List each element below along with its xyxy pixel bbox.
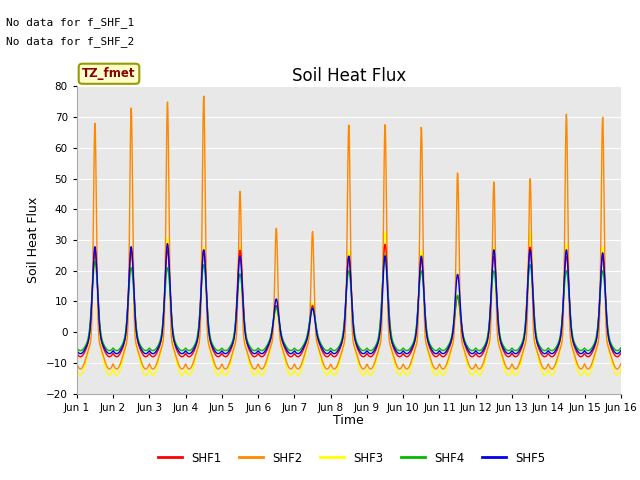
Y-axis label: Soil Heat Flux: Soil Heat Flux	[28, 197, 40, 283]
Text: No data for f_SHF_1: No data for f_SHF_1	[6, 17, 134, 28]
X-axis label: Time: Time	[333, 414, 364, 427]
Text: TZ_fmet: TZ_fmet	[82, 67, 136, 80]
Legend: SHF1, SHF2, SHF3, SHF4, SHF5: SHF1, SHF2, SHF3, SHF4, SHF5	[154, 447, 550, 469]
Text: No data for f_SHF_2: No data for f_SHF_2	[6, 36, 134, 47]
Title: Soil Heat Flux: Soil Heat Flux	[292, 67, 406, 85]
